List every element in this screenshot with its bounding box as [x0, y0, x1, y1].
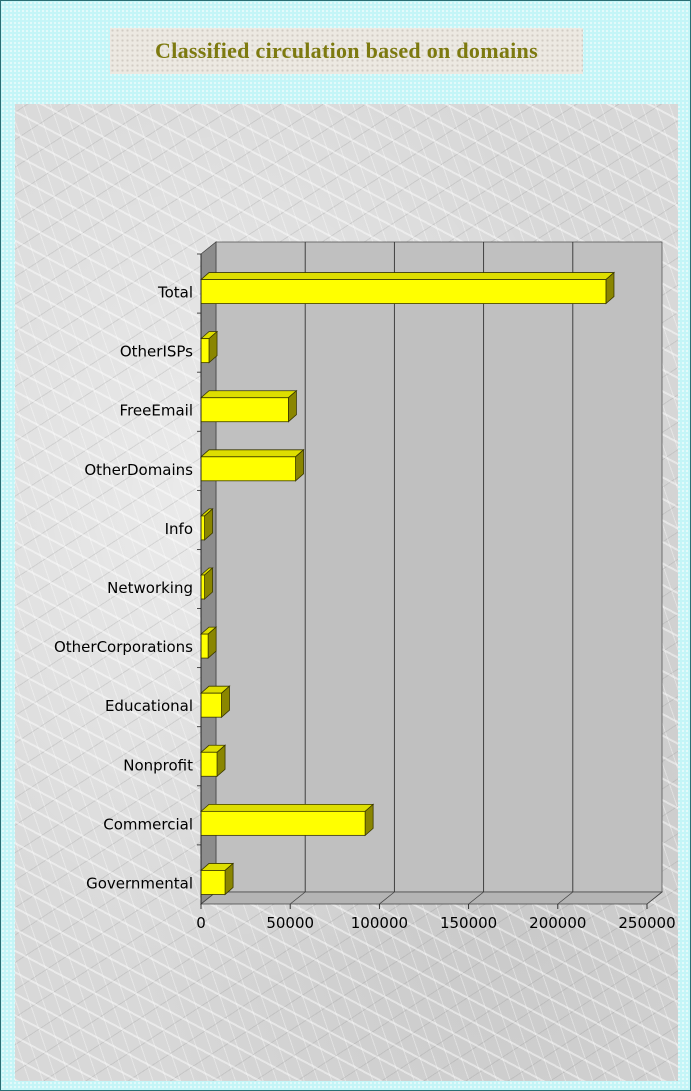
y-tick-label: Governmental: [86, 874, 193, 892]
y-tick-label: Info: [165, 520, 193, 538]
y-tick-label: OtherDomains: [84, 461, 193, 479]
y-tick-label: Networking: [107, 579, 193, 597]
bar: [200, 633, 209, 659]
x-tick-label: 100000: [351, 914, 408, 932]
y-tick-label: Nonprofit: [123, 756, 193, 774]
x-floor-gridline: [379, 891, 395, 905]
x-floor-gridline: [646, 891, 663, 905]
y-tick-label: Educational: [105, 697, 193, 715]
bar: [200, 870, 226, 895]
chart-title: Classified circulation based on domains: [155, 38, 538, 63]
bar: [200, 456, 296, 482]
bar-chart: 0 50000 100000 150000 200000 250000 Total Other…: [54, 241, 676, 932]
x-tick-label: 0: [196, 914, 206, 932]
chart-back-wall: [215, 241, 663, 893]
bar: [200, 338, 210, 364]
bar: [200, 515, 205, 541]
chart-floor: [199, 891, 664, 905]
bar: [200, 692, 222, 718]
x-floor-gridline: [289, 891, 306, 905]
y-tick-label: Commercial: [103, 815, 193, 833]
x-tick-label: 50000: [266, 914, 314, 932]
y-tick-label: OtherISPs: [120, 343, 193, 361]
bar: [200, 810, 366, 836]
bar-top: [199, 272, 616, 280]
y-tick-label: Total: [157, 284, 193, 302]
x-floor-gridline: [468, 891, 484, 905]
x-floor-gridline: [557, 891, 574, 905]
bar: [200, 574, 205, 600]
x-tick-label: 200000: [529, 914, 586, 932]
bar-top: [199, 803, 375, 812]
bar: [200, 397, 289, 423]
y-tick-label: FreeEmail: [120, 402, 193, 420]
bar-top: [199, 390, 298, 399]
bar: [200, 751, 218, 777]
x-tick-label: 250000: [618, 914, 675, 932]
chart-panel: 0 50000 100000 150000 200000 250000 Total Other…: [15, 104, 678, 1081]
bar-top: [199, 449, 305, 458]
bar: [200, 279, 607, 304]
x-tick-label: 150000: [440, 914, 497, 932]
y-tick-label: OtherCorporations: [54, 638, 193, 656]
title-box: Classified circulation based on domains: [110, 28, 583, 74]
